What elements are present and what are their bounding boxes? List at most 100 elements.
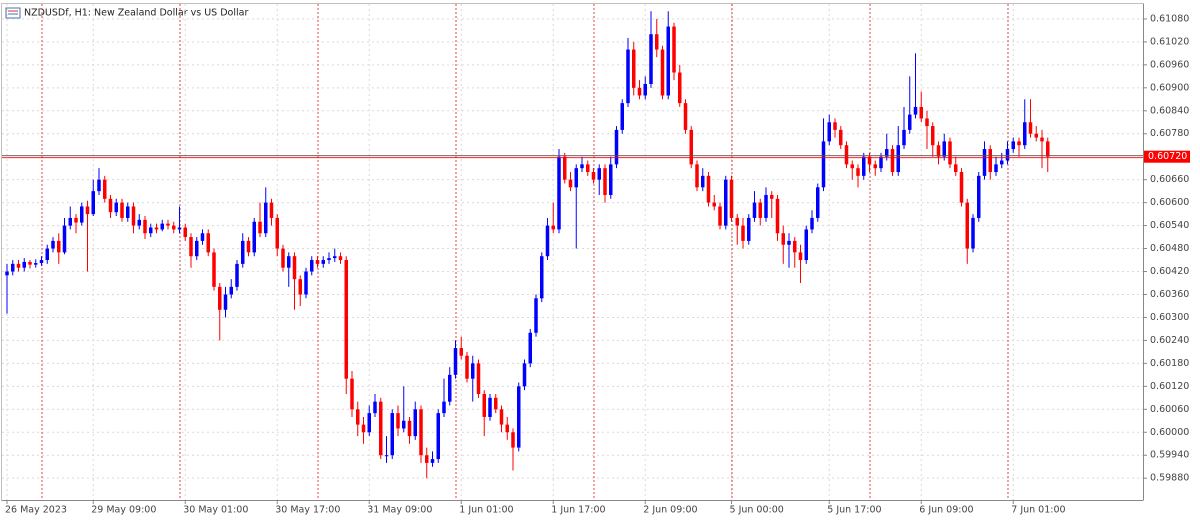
candle-body: [839, 129, 843, 146]
candle-body: [856, 168, 860, 176]
current-price-label: 0.60720: [1148, 151, 1187, 162]
candle-body: [563, 156, 567, 180]
candle-body: [223, 294, 228, 310]
candle-body: [620, 103, 624, 130]
y-tick-label: 0.60600: [1150, 197, 1189, 208]
candle-body: [988, 149, 992, 173]
candle-body: [637, 87, 642, 96]
candle-body: [666, 26, 670, 96]
candle-body: [948, 141, 952, 165]
candle-body: [827, 122, 831, 142]
candle-body: [655, 34, 659, 50]
candle-body: [459, 348, 463, 356]
candle-body: [103, 179, 107, 199]
grid: [2, 4, 1143, 500]
candle-body: [361, 424, 366, 433]
candle-body: [879, 156, 883, 169]
candle-body: [143, 219, 147, 234]
candle-body: [586, 164, 590, 173]
candle-body: [57, 240, 61, 253]
candle-body: [741, 225, 745, 241]
candle-body: [557, 156, 561, 230]
candle-body: [850, 164, 854, 169]
candle-body: [913, 106, 918, 115]
candle-body: [919, 106, 923, 119]
candle-body: [695, 164, 699, 188]
candle-body: [212, 252, 216, 287]
candle-body: [482, 393, 486, 417]
y-tick-label: 0.60240: [1150, 335, 1189, 346]
candle-body: [735, 217, 739, 226]
candle-body: [62, 225, 67, 253]
candle-body: [689, 129, 693, 165]
candle-body: [965, 202, 969, 249]
x-tick-label: 30 May 01:00: [183, 505, 248, 516]
candle-body: [1040, 137, 1044, 142]
candle-body: [540, 256, 544, 299]
candle-body: [994, 164, 998, 173]
candle-body: [425, 455, 429, 463]
candle-body: [729, 179, 734, 218]
candle-body: [626, 49, 630, 104]
candle-body: [873, 164, 877, 169]
candle-body: [281, 248, 285, 268]
candle-body: [545, 225, 550, 257]
candle-body: [68, 217, 72, 226]
candle-body: [402, 420, 406, 429]
candle-body: [522, 363, 527, 387]
candle-body: [315, 260, 320, 264]
candle-body: [1011, 141, 1015, 150]
candle-body: [931, 126, 935, 146]
candle-body: [149, 227, 153, 234]
candle-body: [781, 233, 785, 245]
candle-body: [867, 156, 872, 165]
y-tick-label: 0.60480: [1150, 243, 1189, 254]
candle-body: [758, 202, 762, 218]
candle-body: [678, 72, 682, 104]
candle-body: [304, 271, 308, 295]
y-tick-label: 0.60120: [1150, 381, 1189, 392]
y-tick-label: 0.59880: [1150, 473, 1189, 484]
y-tick-label: 0.60180: [1150, 358, 1189, 369]
candle-body: [246, 240, 251, 253]
candle-body: [718, 206, 722, 226]
candle-body: [1028, 122, 1033, 134]
candle-body: [954, 164, 958, 173]
candle-body: [936, 145, 941, 157]
x-tick-label: 7 Jun 01:00: [1011, 505, 1065, 516]
y-tick-label: 0.60300: [1150, 312, 1189, 323]
candle-body: [505, 424, 509, 433]
candle-body: [614, 129, 619, 165]
y-tick-label: 0.60420: [1150, 266, 1189, 277]
candle-body: [551, 225, 555, 230]
candle-body: [649, 34, 653, 84]
candle-body: [108, 198, 113, 213]
candle-body: [269, 202, 274, 218]
candle-body: [338, 256, 343, 261]
candle-body: [258, 221, 262, 234]
y-tick-label: 0.60540: [1150, 220, 1189, 231]
candle-body: [816, 187, 820, 218]
candle-body: [793, 240, 797, 253]
x-tick-label: 5 Jun 17:00: [827, 505, 881, 516]
symbol-icon: [5, 7, 21, 19]
candle-body: [235, 263, 239, 287]
candle-body: [419, 409, 423, 456]
candle-body: [982, 149, 987, 176]
candle-body: [34, 263, 38, 265]
candle-body: [367, 413, 371, 433]
candle-body: [517, 386, 521, 448]
candle-body: [51, 240, 55, 249]
y-tick-label: 0.60660: [1150, 174, 1189, 185]
candle-body: [177, 227, 182, 230]
day-separators: [41, 4, 1009, 500]
candle-body: [384, 455, 389, 457]
candle-body: [333, 256, 337, 259]
candle-body: [5, 271, 9, 276]
candle-body: [137, 219, 141, 226]
candle-body: [568, 179, 573, 188]
x-tick-label: 26 May 2023: [5, 505, 67, 516]
candle-body: [160, 223, 164, 230]
current-price-box: [1144, 150, 1190, 163]
